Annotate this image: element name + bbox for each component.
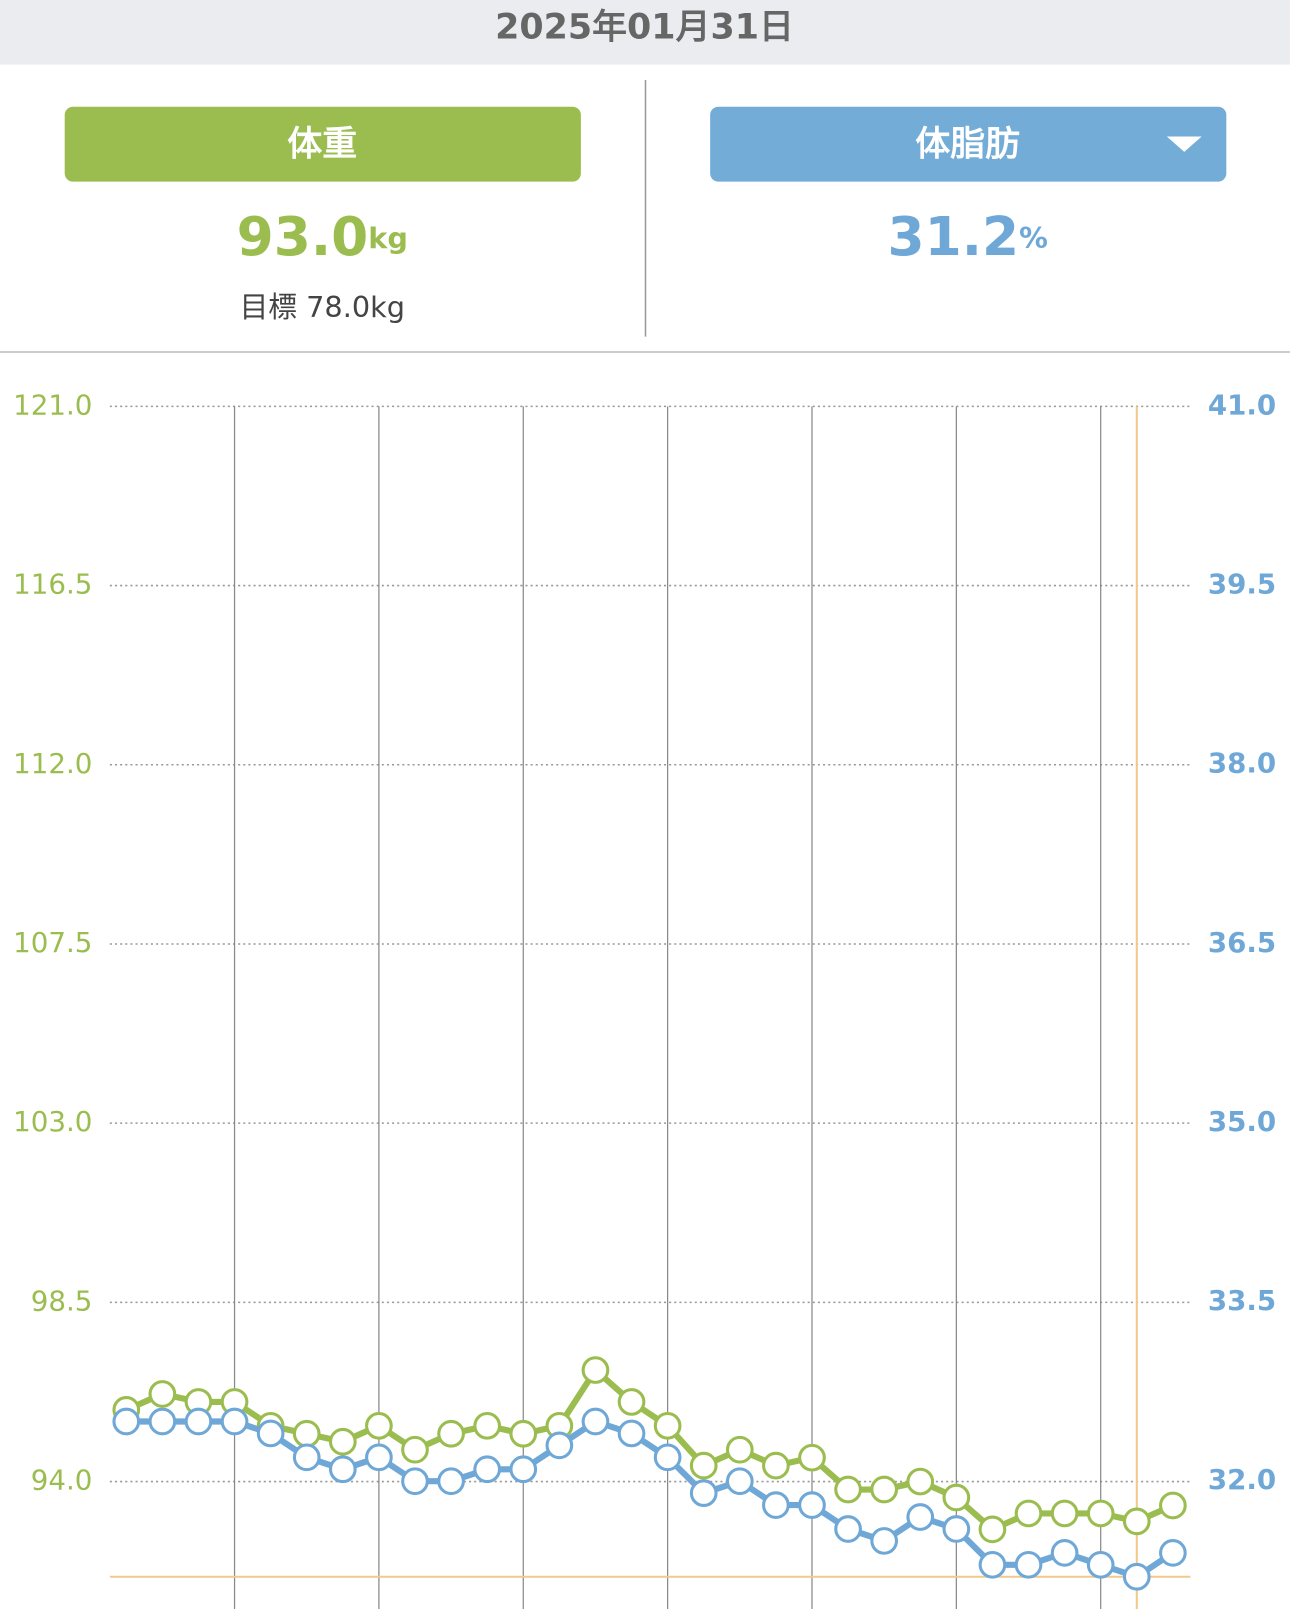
data-point (617, 1388, 646, 1416)
data-point (437, 1467, 465, 1496)
weight-value: 93.0 (237, 205, 369, 268)
dropdown-icon[interactable] (1166, 136, 1202, 152)
y2-tick-label: 32.0 (1208, 1463, 1276, 1496)
y-tick-label: 112.0 (13, 747, 92, 780)
fat-unit: % (1019, 221, 1048, 255)
data-point (942, 1483, 971, 1512)
data-point (978, 1515, 1007, 1544)
weight-unit: kg (368, 221, 408, 255)
data-point (942, 1515, 971, 1543)
y2-tick-label: 36.5 (1208, 926, 1276, 959)
data-point (725, 1435, 754, 1464)
fat-tab[interactable] (710, 106, 1227, 182)
data-point (292, 1443, 321, 1472)
y-tick-label: 107.5 (13, 926, 92, 959)
fat-reading: 31.2% (888, 205, 1048, 268)
data-point (220, 1407, 249, 1436)
data-point (834, 1515, 862, 1543)
weight-goal: 目標 78.0kg (240, 290, 405, 324)
weight-label: 体重 (287, 125, 357, 165)
data-point (365, 1411, 393, 1440)
data-point (1086, 1550, 1115, 1579)
data-point (798, 1491, 826, 1519)
data-point (689, 1451, 718, 1480)
y2-tick-label: 33.5 (1208, 1284, 1276, 1317)
data-point (1014, 1550, 1043, 1579)
data-point (509, 1419, 538, 1448)
data-point (1122, 1507, 1151, 1536)
data-point (545, 1431, 574, 1460)
y-tick-label: 94.0 (31, 1464, 93, 1497)
header-bar (0, 0, 1290, 65)
data-point (328, 1455, 357, 1484)
data-point (473, 1455, 502, 1484)
data-point (328, 1427, 357, 1456)
data-point (401, 1467, 429, 1496)
data-point (978, 1550, 1007, 1579)
data-point (1122, 1562, 1151, 1591)
fat-label: 体脂肪 (915, 125, 1020, 165)
data-point (834, 1475, 862, 1504)
y2-tick-label: 38.0 (1208, 747, 1276, 780)
y-tick-label: 98.5 (31, 1284, 93, 1317)
data-point (581, 1356, 610, 1384)
data-point (798, 1443, 826, 1472)
data-point (1159, 1539, 1187, 1567)
data-point (1050, 1539, 1079, 1567)
data-point (509, 1455, 538, 1484)
data-point (870, 1527, 899, 1555)
data-point (906, 1467, 935, 1496)
weight-tab[interactable] (64, 106, 581, 182)
y-tick-label: 103.0 (13, 1105, 92, 1138)
data-point (1014, 1499, 1043, 1528)
y-tick-label: 116.5 (13, 568, 92, 601)
y2-tick-label: 35.0 (1208, 1105, 1276, 1138)
y2-tick-label: 39.5 (1208, 567, 1276, 600)
data-point (365, 1443, 393, 1472)
data-point (762, 1451, 790, 1480)
data-point (762, 1491, 790, 1519)
data-point (437, 1419, 465, 1448)
data-point (653, 1443, 682, 1472)
fat-value: 31.2 (888, 205, 1020, 268)
data-point (148, 1380, 177, 1408)
data-point (725, 1467, 754, 1496)
data-point (401, 1435, 429, 1464)
series-line (126, 1418, 1175, 1580)
data-point (581, 1407, 610, 1436)
series-line (125, 1366, 1175, 1533)
chart: 121.0 116.5 112.0 107.5 103.0 98.5 94.0 41.0 39.… (13, 388, 1276, 1609)
data-point (256, 1419, 285, 1448)
data-point (653, 1411, 682, 1440)
weight-reading: 93.0kg (237, 205, 408, 268)
data-point (473, 1411, 502, 1440)
data-point (148, 1407, 177, 1436)
data-point (1159, 1491, 1187, 1520)
data-point (906, 1503, 935, 1531)
y-tick-label: 121.0 (13, 388, 92, 421)
data-point (617, 1419, 646, 1448)
data-point (1050, 1499, 1079, 1528)
data-point (184, 1407, 213, 1436)
y2-tick-label: 41.0 (1208, 388, 1276, 421)
data-point (292, 1419, 321, 1448)
data-point (689, 1479, 718, 1508)
data-point (870, 1475, 899, 1504)
data-point (112, 1407, 141, 1436)
data-point (1086, 1499, 1115, 1528)
date: 2025年01月31日 (495, 8, 794, 48)
